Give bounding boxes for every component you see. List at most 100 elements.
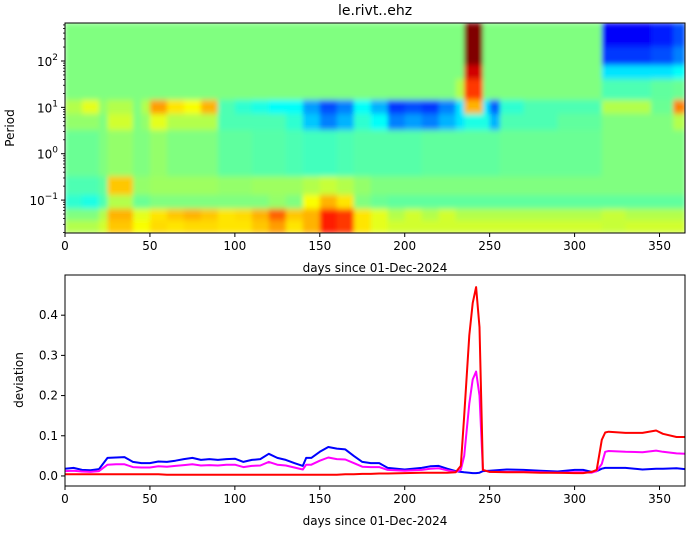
heatmap-cell	[601, 208, 627, 222]
heatmap-cell	[625, 208, 652, 222]
heatmap-cell	[251, 194, 270, 210]
heatmap-cell	[673, 220, 685, 233]
x-tick-label: 150	[308, 239, 331, 253]
heatmap-cell	[200, 99, 219, 115]
heatmap-cell	[141, 220, 151, 233]
heatmap-cell	[141, 79, 151, 101]
x-tick-label: 100	[223, 239, 246, 253]
x-tick-label: 250	[478, 239, 501, 253]
heatmap-cell	[166, 65, 185, 81]
heatmap-cell	[387, 194, 406, 210]
heatmap-cell	[601, 65, 627, 81]
heatmap-cell	[625, 176, 652, 196]
heatmap-cell	[200, 176, 219, 196]
line-frame	[64, 274, 686, 487]
heatmap-cell	[319, 208, 338, 222]
heatmap-cell	[98, 99, 109, 115]
heatmap-cell	[149, 130, 168, 178]
heatmap-cell	[166, 23, 185, 48]
heatmap-cell	[251, 23, 270, 48]
heatmap-cell	[65, 113, 83, 132]
heatmap-cell	[455, 208, 465, 222]
heatmap-cell	[336, 65, 355, 81]
heatmap-cell	[302, 176, 321, 196]
heatmap-cell	[200, 113, 219, 132]
heatmap-cell	[438, 99, 457, 115]
heatmap-cell	[200, 130, 219, 178]
heatmap-cell	[673, 23, 685, 48]
heatmap-cell	[200, 79, 219, 101]
heatmap-cell	[499, 65, 525, 81]
heatmap-cell	[464, 220, 484, 233]
heatmap-cell	[336, 113, 355, 132]
heatmap-cell	[601, 194, 627, 210]
heatmap-frame	[64, 22, 686, 234]
heatmap-cell	[601, 176, 627, 196]
heatmap-cell	[387, 208, 406, 222]
heatmap-cell	[149, 113, 168, 132]
heatmap-cell	[107, 130, 134, 178]
heatmap-cell	[166, 130, 185, 178]
heatmap-cell	[302, 113, 321, 132]
heatmap-cell	[234, 220, 253, 233]
y-tick-label: 0.2	[39, 389, 58, 403]
heatmap-cell	[141, 194, 151, 210]
heatmap-cell	[673, 99, 685, 115]
heatmap-cell	[421, 46, 440, 67]
heatmap-cell	[673, 79, 685, 101]
heatmap-cell	[217, 130, 236, 178]
heatmap-cell	[625, 65, 652, 81]
heatmap-cell	[404, 194, 423, 210]
heatmap-cell	[166, 194, 185, 210]
heatmap-cell	[98, 79, 109, 101]
heatmap-cell	[200, 220, 219, 233]
heatmap-cell	[404, 208, 423, 222]
heatmap-cell	[438, 46, 457, 67]
heatmap-cell	[370, 23, 389, 48]
heatmap-cell	[353, 176, 372, 196]
heatmap-cell	[370, 176, 389, 196]
heatmap-cell	[107, 23, 134, 48]
y-tick-label: 101	[37, 99, 58, 115]
heatmap-cell	[482, 130, 491, 178]
heatmap-cell	[464, 176, 484, 196]
heatmap-cell	[183, 176, 202, 196]
heatmap-cell	[404, 176, 423, 196]
heatmap-cell	[268, 220, 287, 233]
series-line	[65, 286, 685, 476]
heatmap-cell	[183, 208, 202, 222]
heatmap-cell	[81, 65, 100, 81]
heatmap-cell	[387, 65, 406, 81]
heatmap-cell	[65, 99, 83, 115]
heatmap-cell	[251, 130, 270, 178]
heatmap-cell	[166, 113, 185, 132]
heatmap-cell	[499, 23, 525, 48]
heatmap-cell	[601, 46, 627, 67]
heatmap-cell	[141, 176, 151, 196]
heatmap-clip	[65, 23, 685, 233]
heatmap-cell	[217, 79, 236, 101]
heatmap-cell	[353, 99, 372, 115]
heatmap-cell	[234, 23, 253, 48]
heatmap-cell	[651, 79, 674, 101]
heatmap-cell	[234, 113, 253, 132]
heatmap-cell	[268, 23, 287, 48]
heatmap-cell	[499, 194, 525, 210]
heatmap-cells	[65, 23, 685, 233]
heatmap-cell	[489, 99, 501, 115]
heatmap-cell	[81, 113, 100, 132]
y-tick-label: 0.1	[39, 429, 58, 443]
heatmap-cell	[302, 220, 321, 233]
heatmap-cell	[132, 65, 143, 81]
heatmap-cell	[217, 208, 236, 222]
heatmap-cell	[107, 113, 134, 132]
heatmap-cell	[421, 79, 440, 101]
heatmap-title: le.rivt..ehz	[338, 3, 412, 19]
line-ylabel: deviation	[12, 352, 26, 408]
heatmap-cell	[601, 220, 627, 233]
heatmap-cell	[438, 130, 457, 178]
heatmap-cell	[217, 220, 236, 233]
heatmap-cell	[166, 208, 185, 222]
heatmap-cell	[438, 113, 457, 132]
heatmap-cell	[251, 79, 270, 101]
